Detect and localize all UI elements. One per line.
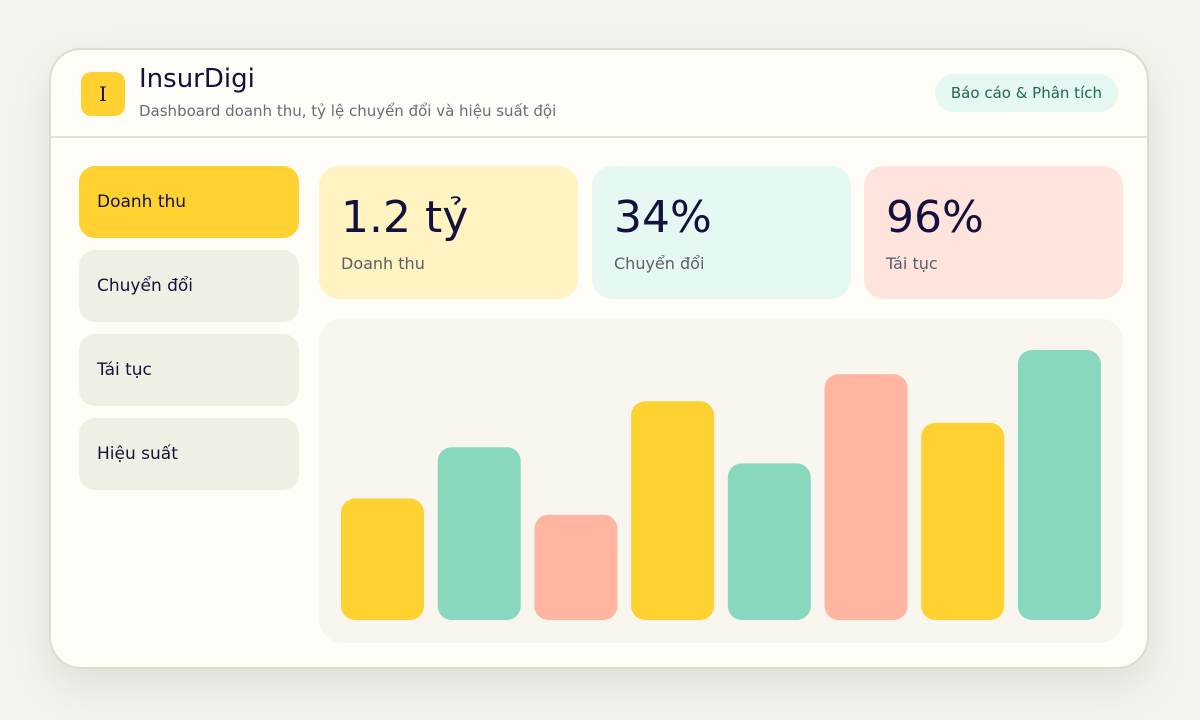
chart-bar-1 [341,498,424,620]
chart-bar-6 [824,374,908,620]
kpi-value: 34% [614,192,712,243]
sidebar-item-doanh-thu[interactable]: Doanh thu [79,166,299,238]
sidebar-item-chuyen-doi[interactable]: Chuyển đổi [79,250,299,322]
kpi-card-conversion: 34% Chuyển đổi [592,166,851,299]
kpi-label: Doanh thu [341,254,425,273]
report-analytics-badge[interactable]: Báo cáo & Phân tích [934,74,1118,112]
kpi-label: Chuyển đổi [614,254,705,273]
kpi-card-revenue: 1.2 tỷ Doanh thu [319,166,578,299]
kpi-label: Tái tục [886,254,938,273]
chart-bar-7 [921,422,1005,620]
kpi-value: 1.2 tỷ [341,192,469,243]
bar-chart-panel [319,318,1123,643]
chart-bar-3 [534,514,618,620]
app-title: InsurDigi [139,64,255,94]
chart-bar-4 [631,401,715,620]
chart-bar-8 [1017,350,1101,620]
app-window: I InsurDigi Dashboard doanh thu, tỷ lệ c… [49,48,1149,669]
bar-chart [341,350,1101,620]
app-logo: I [81,72,125,116]
sidebar-item-hieu-suat[interactable]: Hiệu suất [79,418,299,490]
chart-bar-2 [437,447,521,620]
header: I InsurDigi Dashboard doanh thu, tỷ lệ c… [51,50,1147,138]
kpi-value: 96% [886,192,984,243]
kpi-card-renewal: 96% Tái tục [864,166,1123,299]
chart-bar-5 [727,463,811,620]
app-subtitle: Dashboard doanh thu, tỷ lệ chuyển đổi và… [139,102,557,120]
sidebar-item-tai-tuc[interactable]: Tái tục [79,334,299,406]
